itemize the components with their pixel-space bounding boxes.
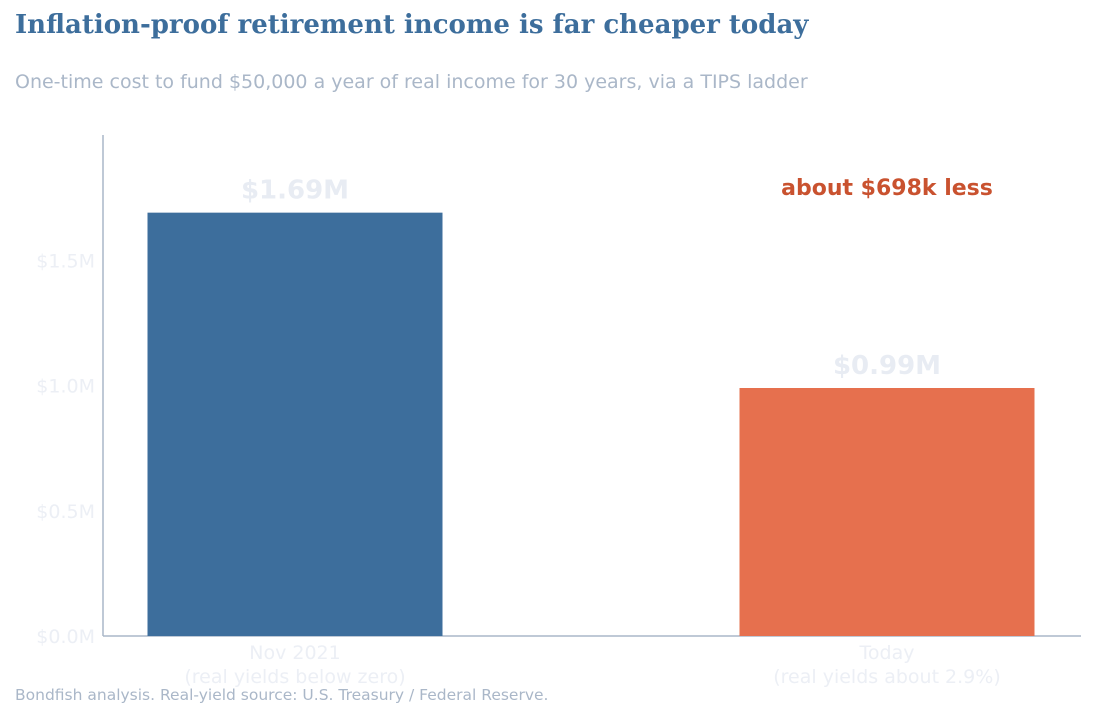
bar-value-label: $1.69M: [241, 176, 349, 206]
bar: [739, 388, 1035, 636]
chart-subtitle: One-time cost to fund $50,000 a year of …: [15, 71, 808, 93]
y-tick-label: $1.5M: [36, 250, 95, 272]
y-tick-label: $1.0M: [36, 376, 95, 398]
chart-title: Inflation-proof retirement income is far…: [15, 10, 809, 40]
bar-value-label: $0.99M: [833, 351, 941, 381]
difference-annotation: about $698k less: [781, 176, 993, 201]
y-tick-label: $0.0M: [36, 626, 95, 648]
x-category-label: Nov 2021: [249, 642, 340, 664]
bar: [147, 212, 443, 636]
source-note: Bondfish analysis. Real-yield source: U.…: [15, 686, 549, 704]
y-tick-label: $0.5M: [36, 501, 95, 523]
x-category-label: (real yields below zero): [184, 666, 405, 688]
x-category-label: (real yields about 2.9%): [773, 666, 1001, 688]
x-category-label: Today: [859, 642, 915, 664]
